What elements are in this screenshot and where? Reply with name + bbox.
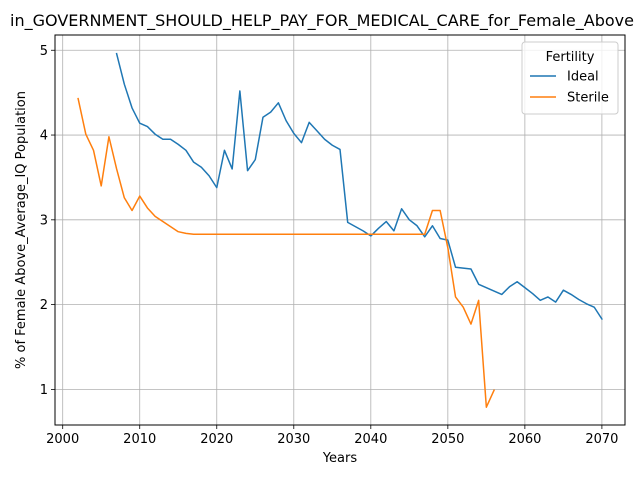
legend: Fertility Ideal Sterile [521, 41, 619, 115]
x-tick-label: 2010 [123, 432, 156, 447]
x-tick-label: 2000 [46, 432, 79, 447]
x-tick-label: 2050 [431, 432, 464, 447]
plot-frame [54, 34, 626, 426]
x-tick-label: 2030 [277, 432, 310, 447]
x-tick-label: 2040 [354, 432, 387, 447]
axis-ticks: 2000 2010 2020 2030 2040 2050 2060 2070 1 2 3 4 5 [40, 44, 619, 447]
x-tick-label: 2070 [585, 432, 618, 447]
y-tick-label: 4 [40, 129, 48, 144]
x-axis-label: Years [322, 451, 358, 466]
y-tick-label: 2 [40, 298, 48, 313]
legend-label-sterile: Sterile [567, 91, 609, 106]
chart-title: in_GOVERNMENT_SHOULD_HELP_PAY_FOR_MEDICA… [10, 11, 634, 31]
y-tick-label: 1 [40, 383, 48, 398]
y-tick-label: 5 [40, 44, 48, 59]
legend-title: Fertility [546, 50, 595, 65]
legend-label-ideal: Ideal [567, 70, 599, 85]
legend-box [521, 41, 619, 115]
y-axis-label: % of Female Above_Average_IQ Population [14, 91, 29, 369]
series-lines [77, 52, 603, 408]
x-tick-label: 2020 [200, 432, 233, 447]
x-tick-label: 2060 [508, 432, 541, 447]
series-line-ideal [115, 52, 603, 321]
y-tick-label: 3 [40, 213, 48, 228]
series-line-sterile [77, 97, 496, 408]
